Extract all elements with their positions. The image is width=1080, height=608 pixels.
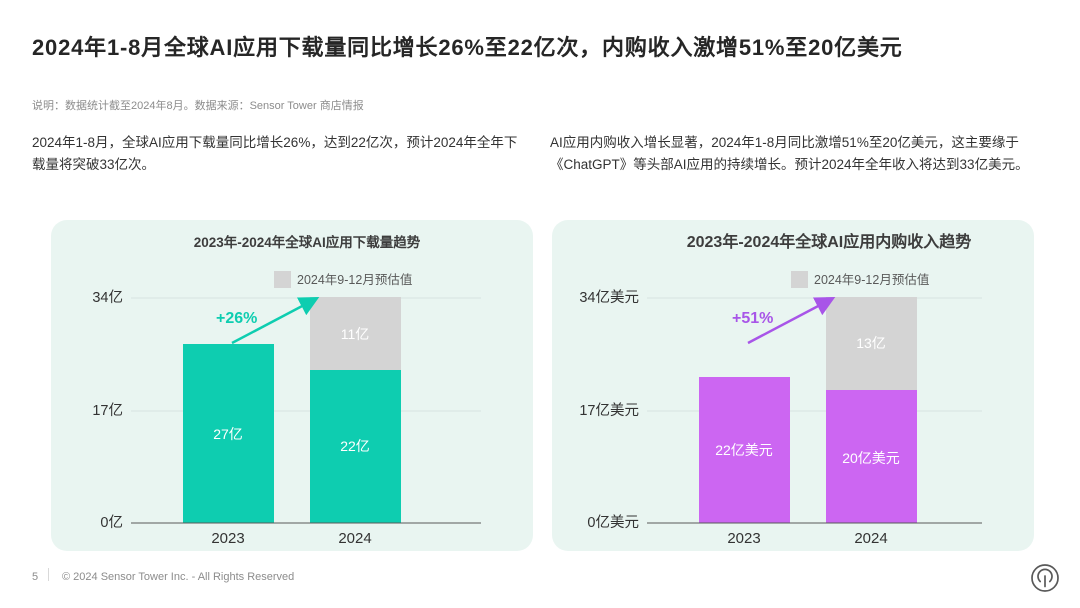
svg-text:2024: 2024 — [854, 530, 887, 547]
svg-text:2024年9-12月预估值: 2024年9-12月预估值 — [814, 272, 929, 287]
svg-text:34亿美元: 34亿美元 — [579, 289, 639, 306]
svg-text:13亿: 13亿 — [856, 335, 886, 351]
svg-text:2024年9-12月预估值: 2024年9-12月预估值 — [297, 272, 412, 287]
svg-text:0亿美元: 0亿美元 — [587, 514, 639, 531]
svg-text:+51%: +51% — [732, 310, 773, 327]
svg-text:0亿: 0亿 — [100, 514, 123, 531]
svg-text:11亿: 11亿 — [341, 326, 370, 342]
svg-text:20亿美元: 20亿美元 — [842, 450, 900, 466]
svg-text:22亿: 22亿 — [340, 438, 370, 454]
svg-text:17亿美元: 17亿美元 — [579, 402, 639, 419]
svg-text:2024: 2024 — [338, 530, 371, 547]
svg-text:17亿: 17亿 — [92, 402, 123, 419]
svg-text:27亿: 27亿 — [213, 426, 243, 442]
svg-text:2023: 2023 — [727, 530, 760, 547]
svg-text:2023年-2024年全球AI应用下载量趋势: 2023年-2024年全球AI应用下载量趋势 — [194, 234, 421, 250]
svg-text:22亿美元: 22亿美元 — [715, 442, 773, 458]
svg-text:2023: 2023 — [211, 530, 244, 547]
svg-text:34亿: 34亿 — [92, 289, 123, 306]
svg-text:+26%: +26% — [216, 310, 257, 327]
svg-text:2023年-2024年全球AI应用内购收入趋势: 2023年-2024年全球AI应用内购收入趋势 — [687, 232, 972, 251]
